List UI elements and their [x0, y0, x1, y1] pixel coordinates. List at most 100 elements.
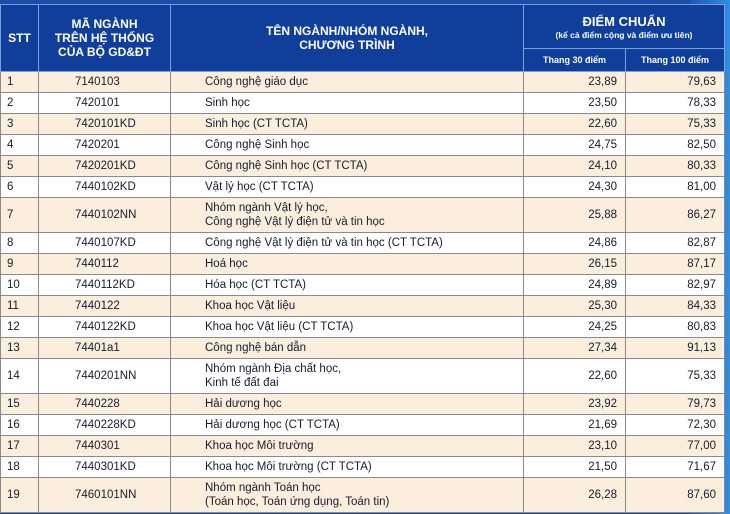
- header-scale-30: Thang 30 điểm: [523, 48, 626, 72]
- table-row: 15 7440228 Hải dương học 23,92 79,73: [0, 393, 725, 415]
- cell-score-100: 80,83: [625, 316, 725, 338]
- table-row: 7 7440102NN Nhóm ngành Vật lý học, Công ngh…: [0, 197, 725, 233]
- table-row: 13 74401a1 Công nghệ bán dẫn 27,34 91,13: [0, 337, 725, 359]
- header-code: MÃ NGÀNH TRÊN HỆ THỐNG CỦA BỘ GD&ĐT: [38, 4, 171, 72]
- cell-score-100: 84,33: [625, 295, 725, 317]
- header-name-line1: TÊN NGÀNH/NHÓM NGÀNH,: [266, 24, 428, 38]
- cell-stt: 19: [0, 477, 39, 513]
- cell-stt: 8: [0, 232, 39, 254]
- table-row: 5 7420201KD Công nghệ Sinh học (CT TCTA) 24…: [0, 155, 725, 177]
- cell-name: Hải dương học (CT TCTA): [170, 414, 524, 436]
- cell-stt: 7: [0, 197, 39, 233]
- cell-score-30: 25,88: [523, 197, 626, 233]
- header-code-line2: TRÊN HỆ THỐNG: [54, 31, 155, 45]
- cell-score-100: 72,30: [625, 414, 725, 436]
- cell-score-30: 24,86: [523, 232, 626, 254]
- cell-code: 7440201NN: [38, 358, 171, 394]
- cell-name-line1: Công nghệ Sinh học (CT TCTA): [205, 160, 368, 172]
- admission-scores-table: STT MÃ NGÀNH TRÊN HỆ THỐNG CỦA BỘ GD&ĐT …: [0, 4, 725, 513]
- cell-score-30: 24,30: [523, 176, 626, 198]
- cell-stt: 12: [0, 316, 39, 338]
- cell-code: 7440301: [38, 435, 171, 457]
- cell-code: 7440112KD: [38, 274, 171, 296]
- cell-score-30: 24,75: [523, 134, 626, 156]
- header-stt: STT: [0, 4, 39, 72]
- table-row: 14 7440201NN Nhóm ngành Địa chất học, Kinh …: [0, 358, 725, 394]
- table-row: 18 7440301KD Khoa học Môi trường (CT TCTA)…: [0, 456, 725, 478]
- cell-code: 7440102KD: [38, 176, 171, 198]
- cell-name-line2: (Toán học, Toán ứng dụng, Toán tin): [205, 496, 390, 508]
- table-row: 2 7420101 Sinh học 23,50 78,33: [0, 92, 725, 114]
- cell-name-line2: Công nghệ Vật lý điện tử và tin học: [205, 216, 385, 228]
- cell-score-100: 82,50: [625, 134, 725, 156]
- cell-score-30: 21,50: [523, 456, 626, 478]
- cell-name: Vật lý học (CT TCTA): [170, 176, 524, 198]
- cell-score-30: 23,89: [523, 71, 626, 93]
- header-name: TÊN NGÀNH/NHÓM NGÀNH, CHƯƠNG TRÌNH: [170, 4, 524, 72]
- cell-name: Hóa học (CT TCTA): [170, 274, 524, 296]
- cell-score-100: 82,97: [625, 274, 725, 296]
- cell-score-100: 81,00: [625, 176, 725, 198]
- cell-name: Công nghệ Sinh học (CT TCTA): [170, 155, 524, 177]
- header-score-title: ĐIỂM CHUẨN: [582, 13, 666, 29]
- cell-name: Khoa học Môi trường (CT TCTA): [170, 456, 524, 478]
- table-row: 1 7140103 Công nghệ giáo dục 23,89 79,63: [0, 71, 725, 93]
- cell-name-line1: Hoá học: [205, 258, 248, 270]
- cell-name: Sinh học: [170, 92, 524, 114]
- table-row: 19 7460101NN Nhóm ngành Toán học (Toán học,…: [0, 477, 725, 513]
- cell-stt: 17: [0, 435, 39, 457]
- cell-code: 7440122KD: [38, 316, 171, 338]
- cell-name: Nhóm ngành Toán học (Toán học, Toán ứng d…: [170, 477, 524, 513]
- cell-code: 7140103: [38, 71, 171, 93]
- cell-stt: 6: [0, 176, 39, 198]
- cell-code: 7460101NN: [38, 477, 171, 513]
- cell-score-30: 23,10: [523, 435, 626, 457]
- cell-score-100: 87,17: [625, 253, 725, 275]
- cell-name: Công nghệ bán dẫn: [170, 337, 524, 359]
- table-body: 1 7140103 Công nghệ giáo dục 23,89 79,63 2 742…: [0, 71, 725, 513]
- cell-stt: 1: [0, 71, 39, 93]
- cell-name: Công nghệ Sinh học: [170, 134, 524, 156]
- cell-score-100: 75,33: [625, 358, 725, 394]
- table-row: 9 7440112 Hoá học 26,15 87,17: [0, 253, 725, 275]
- cell-name-line1: Nhóm ngành Toán học: [205, 482, 321, 494]
- table-row: 12 7440122KD Khoa học Vật liệu (CT TCTA) 24…: [0, 316, 725, 338]
- cell-name-line1: Hóa học (CT TCTA): [205, 279, 306, 291]
- cell-name: Khoa học Môi trường: [170, 435, 524, 457]
- cell-code: 7420201KD: [38, 155, 171, 177]
- cell-score-30: 24,89: [523, 274, 626, 296]
- cell-score-30: 22,60: [523, 358, 626, 394]
- cell-name-line1: Sinh học: [205, 97, 250, 109]
- table-row: 16 7440228KD Hải dương học (CT TCTA) 21,69 7…: [0, 414, 725, 436]
- table-row: 8 7440107KD Công nghệ Vật lý điện tử và ti…: [0, 232, 725, 254]
- cell-score-100: 78,33: [625, 92, 725, 114]
- cell-stt: 11: [0, 295, 39, 317]
- cell-name-line1: Khoa học Môi trường: [205, 440, 314, 452]
- cell-score-30: 27,34: [523, 337, 626, 359]
- cell-stt: 4: [0, 134, 39, 156]
- cell-name: Hải dương học: [170, 393, 524, 415]
- cell-code: 7440122: [38, 295, 171, 317]
- table-row: 6 7440102KD Vật lý học (CT TCTA) 24,30 81,00: [0, 176, 725, 198]
- cell-stt: 9: [0, 253, 39, 275]
- cell-code: 7420201: [38, 134, 171, 156]
- cell-name-line2: Kinh tế đất đai: [205, 377, 279, 389]
- header-code-line3: CỦA BỘ GD&ĐT: [58, 45, 151, 59]
- cell-name-line1: Hải dương học: [205, 398, 282, 410]
- cell-code: 7420101KD: [38, 113, 171, 135]
- cell-code: 7440301KD: [38, 456, 171, 478]
- cell-name-line1: Vật lý học (CT TCTA): [205, 181, 314, 193]
- header-name-line2: CHƯƠNG TRÌNH: [299, 38, 395, 52]
- cell-score-100: 87,60: [625, 477, 725, 513]
- cell-score-100: 91,13: [625, 337, 725, 359]
- cell-score-30: 23,50: [523, 92, 626, 114]
- cell-code: 7440112: [38, 253, 171, 275]
- cell-score-30: 24,25: [523, 316, 626, 338]
- cell-stt: 10: [0, 274, 39, 296]
- cell-score-100: 71,67: [625, 456, 725, 478]
- cell-code: 7420101: [38, 92, 171, 114]
- cell-stt: 13: [0, 337, 39, 359]
- cell-name-line1: Công nghệ bán dẫn: [205, 342, 307, 354]
- cell-name: Khoa học Vật liệu (CT TCTA): [170, 316, 524, 338]
- cell-name: Khoa học Vật liệu: [170, 295, 524, 317]
